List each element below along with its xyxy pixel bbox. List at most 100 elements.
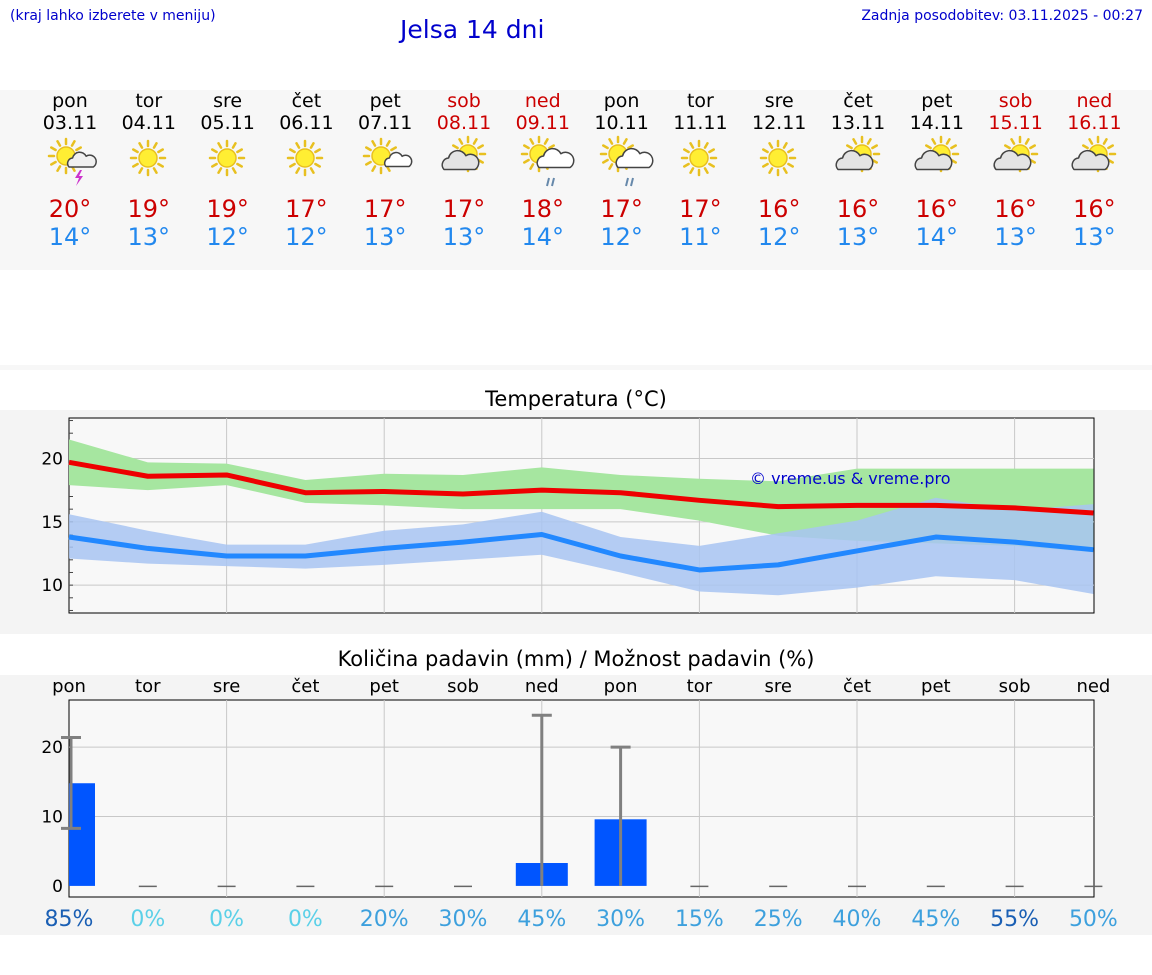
max-temperature: 17° [600,195,643,223]
max-temperature: 19° [127,195,171,223]
y-tick-label: 10 [41,576,63,596]
temperature-chart-title: Temperatura (°C) [485,387,667,411]
max-temperature: 17° [285,195,328,223]
min-temperature: 12° [206,223,249,251]
sun-cloud-rain-icon [599,135,654,187]
day-date: 09.11 [515,112,570,134]
precipitation-probability: 0% [130,907,165,932]
forecast-day: čet 06.11 17° 12° [266,90,346,251]
x-category-label: čet [843,676,871,697]
min-temperature: 13° [442,223,486,251]
min-temperature: 12° [285,223,328,251]
y-tick-label: 20 [41,738,63,758]
x-category-label: sre [764,676,791,697]
day-date: 04.11 [121,112,176,134]
max-temperature: 16° [1073,195,1116,223]
precipitation-probability: 50% [1069,907,1118,932]
sun-icon [129,139,167,177]
max-temperature: 16° [836,195,880,223]
precipitation-probability: 15% [675,907,724,932]
watermark: © vreme.us & vreme.pro [750,469,951,488]
sun-thunderstorm-icon [47,137,97,186]
partly-cloudy-icon [1071,135,1117,173]
max-temperature: 17° [363,195,407,223]
precipitation-bar [69,783,95,886]
day-name: sob [447,90,481,112]
forecast-day: sob 08.11 17° 13° [424,90,504,251]
sun-icon [287,139,324,177]
x-category-label: sob [999,676,1031,697]
precipitation-probability: 45% [911,907,960,932]
x-category-label: ned [1076,676,1110,697]
day-date: 11.11 [673,112,728,134]
day-name: tor [135,90,163,112]
max-temperature: 18° [521,195,565,223]
y-tick-label: 0 [52,877,63,897]
precipitation-chart-title: Količina padavin (mm) / Možnost padavin … [337,647,815,671]
forecast-day: sre 05.11 19° 12° [188,90,268,251]
temperature-chart: 10 15 20 © vreme.us & vreme.pro [41,417,1095,614]
sun-icon [759,139,797,177]
precipitation-probability: 25% [754,907,803,932]
x-category-label: ned [525,676,559,697]
partly-cloudy-icon [914,135,960,173]
partly-cloudy-icon [441,135,487,173]
forecast-day: sre 12.11 16° 12° [739,90,819,251]
day-date: 12.11 [751,112,807,134]
day-name: tor [686,90,714,112]
y-tick-label: 20 [41,450,63,470]
min-temperature: 12° [757,223,801,251]
forecast-day: pet 07.11 17° 13° [345,90,425,251]
day-date: 06.11 [279,112,334,134]
partly-cloudy-icon [835,135,881,173]
day-name: čet [291,90,322,112]
y-tick-label: 10 [41,808,63,828]
sun-cloud-rain-icon [520,135,575,187]
precipitation-probability: 30% [596,907,645,932]
x-category-label: tor [687,676,713,697]
precipitation-probability: 55% [990,907,1039,932]
max-temperature-line [68,459,1094,516]
max-temperature: 17° [679,195,722,223]
forecast-day: pet 14.11 16° 14° [897,90,977,251]
x-category-label: pet [921,676,951,697]
max-temperature: 20° [48,195,92,223]
forecast-day: čet 13.11 16° 13° [818,90,898,251]
precipitation-probability: 30% [439,907,488,932]
day-name: sob [998,90,1033,112]
min-temperature: 14° [521,223,565,251]
precipitation-probability: 85% [45,907,94,932]
max-temperature: 17° [442,195,486,223]
partly-cloudy-icon [993,135,1038,173]
day-date: 14.11 [909,112,964,134]
precipitation-probability: 20% [360,907,409,932]
x-category-label: sre [213,676,240,697]
min-temperature: 13° [994,223,1037,251]
day-date: 07.11 [357,112,413,134]
max-temperature: 16° [915,195,959,223]
x-category-label: pon [52,676,86,697]
day-name: čet [843,90,873,112]
max-temperature: 19° [206,195,249,223]
min-temperature: 13° [363,223,407,251]
precipitation-probability: 45% [517,907,566,932]
min-temperature: 14° [915,223,959,251]
min-temperature-line [68,531,1094,573]
last-update-label: Zadnja posodobitev: [861,8,1005,24]
sun-small-cloud-icon [362,137,413,175]
x-category-label: tor [135,676,161,697]
day-name: pet [921,90,953,112]
day-date: 08.11 [436,112,492,134]
x-category-label: pet [369,676,399,697]
forecast-day: tor 11.11 17° 11° [660,90,740,251]
forecast-strip [0,90,1152,270]
day-date: 10.11 [594,112,649,134]
day-date: 05.11 [200,112,255,134]
x-category-label: sob [447,676,479,697]
location-menu-hint[interactable]: (kraj lahko izberete v meniju) [10,8,216,24]
day-date: 15.11 [988,112,1043,134]
max-temperature: 16° [757,195,801,223]
day-name: ned [524,90,561,112]
last-update-value: 03.11.2025 - 00:27 [1008,8,1143,24]
day-name: pon [603,90,640,112]
